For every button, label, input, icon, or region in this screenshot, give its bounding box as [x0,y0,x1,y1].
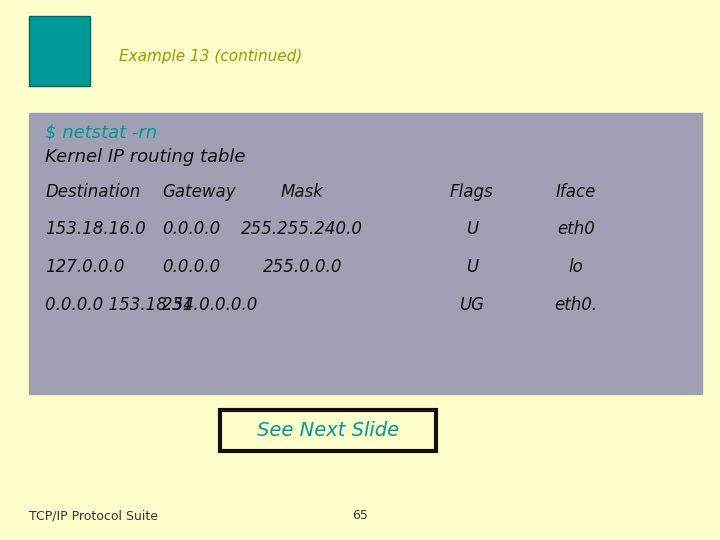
Text: 153.18.16.0: 153.18.16.0 [45,220,146,239]
Text: U: U [466,258,477,276]
Text: Mask: Mask [281,183,324,201]
Text: UG: UG [459,296,484,314]
Text: Gateway: Gateway [162,183,235,201]
Text: 65: 65 [352,509,368,522]
Text: lo: lo [569,258,583,276]
Text: See Next Slide: See Next Slide [256,421,399,440]
Text: TCP/IP Protocol Suite: TCP/IP Protocol Suite [29,509,158,522]
Text: Kernel IP routing table: Kernel IP routing table [45,147,246,166]
Text: eth0: eth0 [557,220,595,239]
Text: 255.255.240.0: 255.255.240.0 [241,220,364,239]
Text: 127.0.0.0: 127.0.0.0 [45,258,125,276]
Text: Iface: Iface [556,183,596,201]
Text: U: U [466,220,477,239]
Text: Example 13 (continued): Example 13 (continued) [119,49,302,64]
FancyBboxPatch shape [220,410,436,451]
FancyBboxPatch shape [29,113,702,394]
Text: $ netstat -rn: $ netstat -rn [45,123,158,141]
Text: 0.0.0.0: 0.0.0.0 [162,220,220,239]
Text: 0.0.0.0 153.18.31.: 0.0.0.0 153.18.31. [45,296,199,314]
Text: Flags: Flags [450,183,493,201]
Text: eth0.: eth0. [554,296,598,314]
Text: 0.0.0.0: 0.0.0.0 [162,258,220,276]
FancyBboxPatch shape [29,16,90,86]
Text: 255.0.0.0: 255.0.0.0 [263,258,342,276]
Text: Destination: Destination [45,183,140,201]
Text: 254 0.0.0.0: 254 0.0.0.0 [162,296,257,314]
